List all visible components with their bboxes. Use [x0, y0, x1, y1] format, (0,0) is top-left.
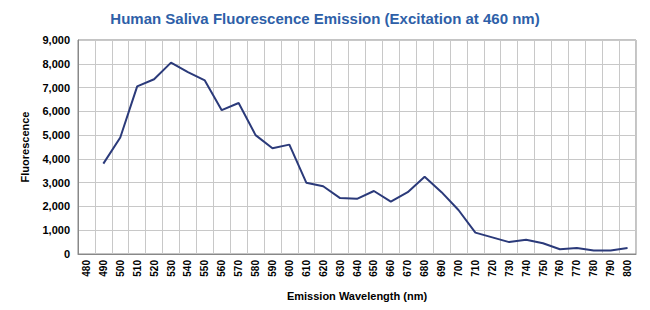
svg-text:690: 690 [436, 260, 447, 277]
svg-text:560: 560 [216, 260, 227, 277]
svg-text:5,000: 5,000 [42, 129, 70, 141]
svg-text:670: 670 [402, 260, 413, 277]
svg-text:6,000: 6,000 [42, 105, 70, 117]
svg-text:700: 700 [453, 260, 464, 277]
svg-text:1,000: 1,000 [42, 224, 70, 236]
svg-text:7,000: 7,000 [42, 82, 70, 94]
svg-text:620: 620 [318, 260, 329, 277]
svg-text:4,000: 4,000 [42, 153, 70, 165]
svg-text:570: 570 [233, 260, 244, 277]
svg-text:580: 580 [250, 260, 261, 277]
svg-text:0: 0 [64, 248, 70, 260]
svg-text:730: 730 [504, 260, 515, 277]
svg-text:8,000: 8,000 [42, 58, 70, 70]
svg-text:530: 530 [166, 260, 177, 277]
svg-text:630: 630 [335, 260, 346, 277]
svg-text:2,000: 2,000 [42, 200, 70, 212]
svg-text:500: 500 [115, 260, 126, 277]
svg-text:550: 550 [199, 260, 210, 277]
svg-text:720: 720 [487, 260, 498, 277]
svg-text:9,000: 9,000 [42, 34, 70, 46]
svg-text:640: 640 [352, 260, 363, 277]
svg-text:480: 480 [81, 260, 92, 277]
svg-text:660: 660 [385, 260, 396, 277]
svg-text:540: 540 [182, 260, 193, 277]
svg-text:650: 650 [368, 260, 379, 277]
svg-text:Human Saliva Fluorescence Emis: Human Saliva Fluorescence Emission (Exci… [110, 10, 539, 27]
svg-text:Fluorescence: Fluorescence [19, 112, 31, 183]
svg-text:490: 490 [98, 260, 109, 277]
svg-text:600: 600 [284, 260, 295, 277]
svg-text:760: 760 [554, 260, 565, 277]
svg-text:750: 750 [538, 260, 549, 277]
svg-text:Emission Wavelength (nm): Emission Wavelength (nm) [287, 290, 428, 302]
svg-text:710: 710 [470, 260, 481, 277]
svg-text:770: 770 [571, 260, 582, 277]
svg-text:610: 610 [301, 260, 312, 277]
svg-text:800: 800 [622, 260, 633, 277]
svg-text:790: 790 [605, 260, 616, 277]
svg-text:780: 780 [588, 260, 599, 277]
svg-text:510: 510 [132, 260, 143, 277]
svg-text:520: 520 [149, 260, 160, 277]
svg-text:740: 740 [521, 260, 532, 277]
svg-text:680: 680 [419, 260, 430, 277]
svg-text:3,000: 3,000 [42, 177, 70, 189]
svg-text:590: 590 [267, 260, 278, 277]
